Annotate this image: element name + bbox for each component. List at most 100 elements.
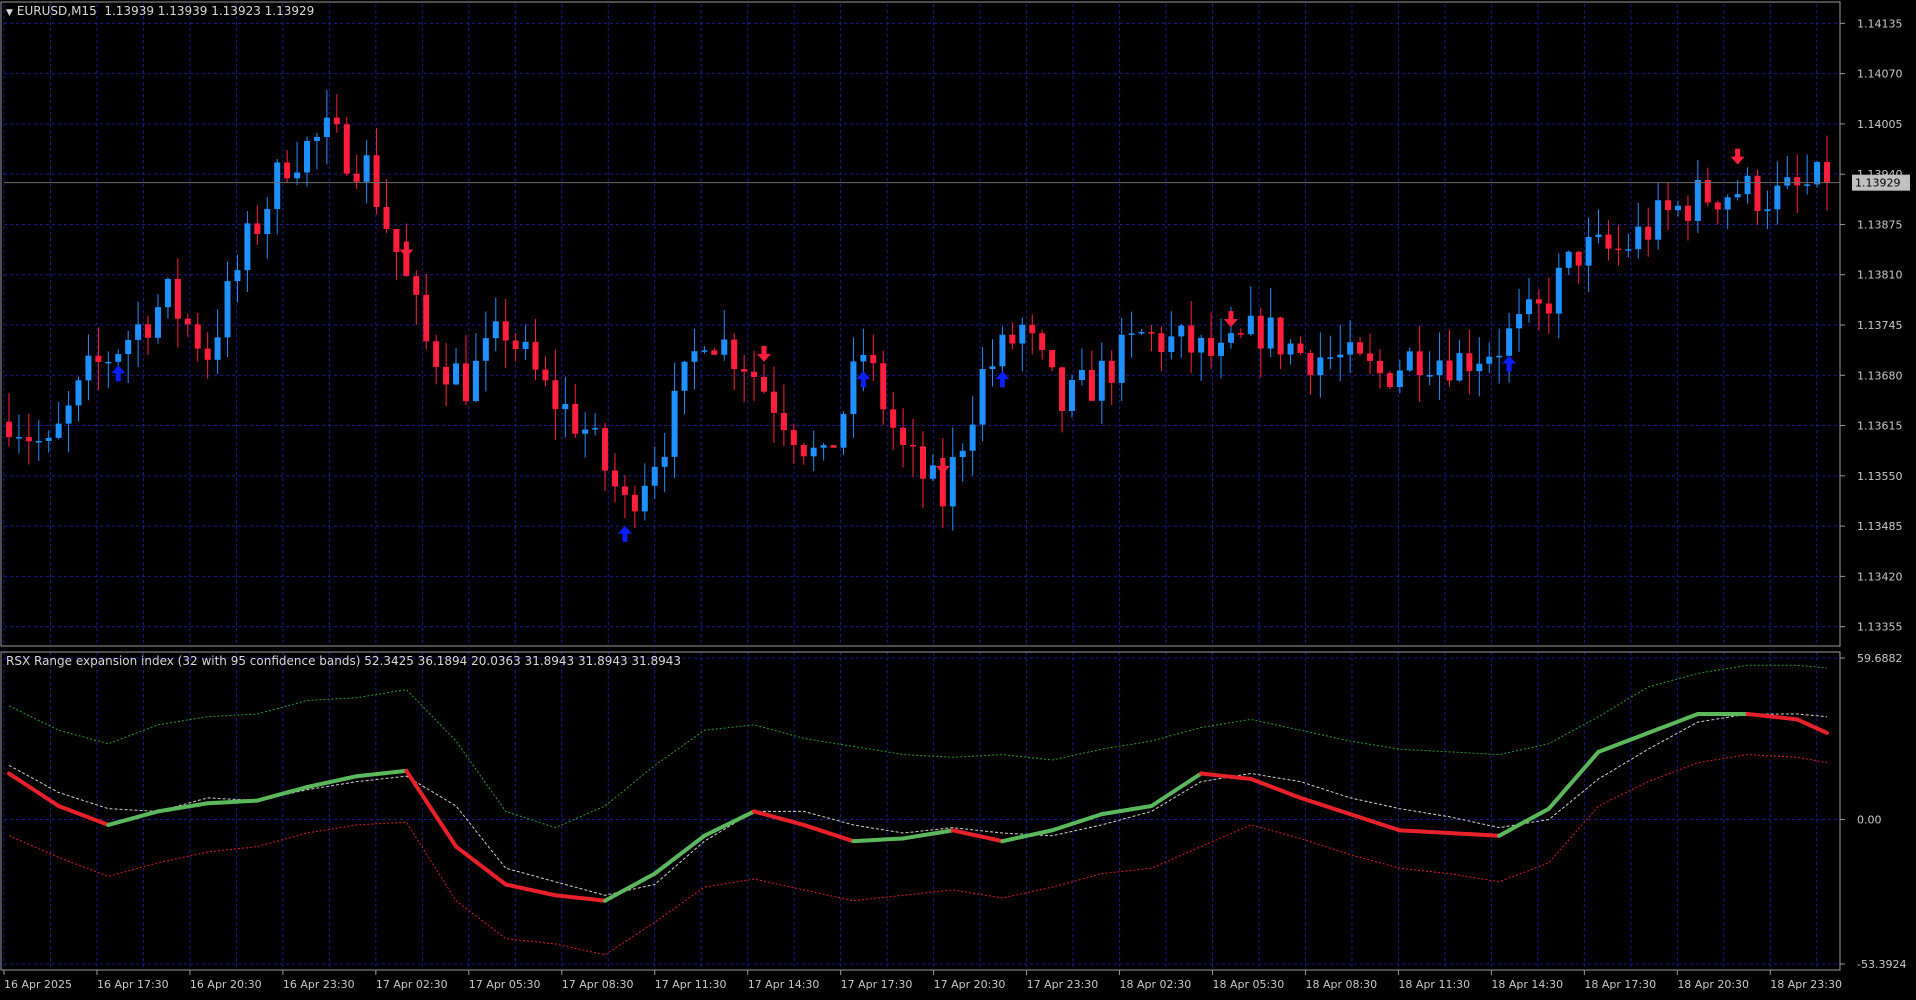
candle-body <box>860 355 867 362</box>
candle-body <box>611 470 618 487</box>
candle-body <box>1516 314 1523 329</box>
symbol-header: ▼ EURUSD,M15 1.13939 1.13939 1.13923 1.13… <box>6 4 314 18</box>
candle-body <box>413 276 420 295</box>
candle-body <box>1754 175 1761 212</box>
candle-body <box>1019 324 1026 344</box>
candle-body <box>55 423 62 438</box>
candle-body <box>1317 357 1324 376</box>
candle-body <box>681 361 688 391</box>
candle-body <box>1218 342 1225 356</box>
candle-body <box>721 339 728 355</box>
candle-body <box>890 409 897 428</box>
candle-body <box>5 421 12 438</box>
candle-body <box>1029 324 1036 334</box>
candle-body <box>214 337 221 360</box>
price-tick-label: 1.13615 <box>1857 420 1903 433</box>
candle-body <box>1118 334 1125 383</box>
candle-body <box>711 350 718 355</box>
candle-body <box>522 341 529 350</box>
collapse-triangle-icon[interactable]: ▼ <box>6 8 13 18</box>
candle-body <box>1555 267 1562 314</box>
candle-body <box>1655 200 1662 240</box>
candle-body <box>1068 380 1075 411</box>
candle-body <box>35 440 42 443</box>
last-price-box <box>1852 174 1910 191</box>
candle-body <box>1764 209 1771 212</box>
candle-body <box>95 355 102 363</box>
candle-body <box>264 209 271 235</box>
candle-body <box>443 366 450 385</box>
candle-body <box>1237 333 1244 335</box>
candle-body <box>1257 315 1264 349</box>
up-arrow-icon <box>995 371 1010 388</box>
candle-body <box>919 446 926 479</box>
candle-body <box>780 412 787 431</box>
candle-body <box>274 162 281 210</box>
price-tick-label: 1.13420 <box>1857 570 1903 583</box>
candle-body <box>294 172 301 179</box>
candle-body <box>1665 200 1672 211</box>
time-tick-label: 17 Apr 05:30 <box>469 978 541 991</box>
candle-body <box>1138 332 1145 334</box>
candle-body <box>1476 363 1483 372</box>
candle-body <box>462 363 469 402</box>
rsx-segment <box>463 852 478 864</box>
time-tick-label: 18 Apr 11:30 <box>1398 978 1470 991</box>
candle-body <box>1675 205 1682 211</box>
candle-body <box>900 427 907 445</box>
price-tick-label: 1.14135 <box>1857 17 1903 30</box>
candle-body <box>145 324 152 338</box>
price-tick-label: 1.13550 <box>1857 470 1903 483</box>
rsx-segment <box>692 833 707 846</box>
candle-body <box>1694 179 1701 221</box>
price-tick-label: 1.14070 <box>1857 68 1903 81</box>
candle-body <box>1267 317 1274 349</box>
candle-body <box>929 465 936 479</box>
candle-body <box>701 350 708 352</box>
candle-body <box>472 360 479 402</box>
candle-body <box>939 465 946 507</box>
time-axis: 16 Apr 2025 16 Apr 17:30 16 Apr 20:30 16 Ap… <box>3 970 1842 991</box>
candle-body <box>353 173 360 182</box>
candle-body <box>393 229 400 253</box>
candle-body <box>244 223 251 271</box>
down-arrow-icon <box>1223 311 1238 328</box>
indicator-title: RSX Range expansion index (32 with 95 co… <box>6 654 682 668</box>
upper-band-line <box>8 664 1828 829</box>
candle-body <box>502 321 509 341</box>
candle-body <box>135 324 142 340</box>
candle-body <box>850 361 857 415</box>
candle-body <box>423 294 430 342</box>
up-arrow-icon <box>856 371 871 388</box>
candle-body <box>959 450 966 458</box>
candle-body <box>1039 333 1046 351</box>
candle-body <box>1297 343 1304 353</box>
candle-body <box>790 430 797 446</box>
candle-body <box>433 341 440 367</box>
candle-body <box>75 380 82 406</box>
time-tick-label: 17 Apr 23:30 <box>1027 978 1099 991</box>
rsx-segment <box>1586 749 1601 766</box>
candle-body <box>751 371 758 377</box>
price-tick-label: 1.13485 <box>1857 520 1903 533</box>
price-tick-label: 1.13680 <box>1857 369 1903 382</box>
main-grid <box>3 4 1840 646</box>
price-axis: 1.141351.140701.140051.139401.138751.138… <box>1840 17 1903 634</box>
candle-body <box>15 437 22 439</box>
candle-body <box>1188 325 1195 353</box>
candle-body <box>1376 360 1383 374</box>
candle-body <box>582 429 589 434</box>
candle-body <box>363 155 370 182</box>
candle-body <box>1486 356 1493 364</box>
candle-body <box>661 456 668 467</box>
rsx-segment <box>444 829 459 849</box>
last-price-tag: 1.13929 <box>4 174 1910 191</box>
indicator-tick-label: 59.6882 <box>1857 652 1903 665</box>
signal-arrows <box>111 148 1745 542</box>
candle-body <box>1525 299 1532 315</box>
time-tick-label: 18 Apr 05:30 <box>1213 978 1285 991</box>
candle-body <box>532 341 539 370</box>
candle-body <box>1704 179 1711 203</box>
